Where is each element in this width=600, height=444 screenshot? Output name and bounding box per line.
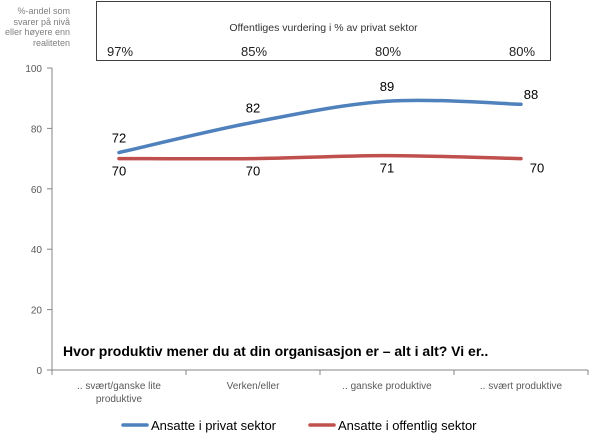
y-tick-label: 40	[31, 245, 43, 256]
x-tick-label: .. ganske produktive	[342, 381, 432, 392]
series-layer	[117, 98, 523, 161]
data-label: 70	[530, 161, 544, 176]
x-tick-label: Verken/eller	[227, 381, 280, 392]
series-line-private	[117, 98, 523, 155]
header-ratio-very: 80%	[508, 44, 536, 59]
data-label: 71	[380, 161, 394, 176]
data-label: 88	[524, 87, 538, 102]
data-labels-layer: 72 82 89 88 70 70 71 70	[112, 79, 544, 178]
y-tick-label: 20	[31, 306, 43, 317]
data-label: 82	[246, 100, 260, 115]
legend-label: Ansatte i privat sektor	[151, 418, 277, 433]
data-label: 70	[246, 164, 260, 179]
x-tick-label: .. svært produktive	[480, 381, 563, 392]
header-ratio-very-low: 97%	[106, 44, 134, 59]
data-point	[519, 102, 523, 106]
y-axis-note: %-andel som svarer på nivå eller høyere …	[4, 6, 70, 48]
data-label: 89	[380, 79, 394, 94]
data-point	[117, 151, 121, 155]
y-tick-label: 100	[25, 64, 42, 75]
y-tick-label: 60	[31, 185, 43, 196]
series-line-public	[117, 153, 523, 161]
header-ratio-neither: 85%	[240, 44, 268, 59]
header-ratio-fairly: 80%	[374, 44, 402, 59]
data-point	[251, 157, 255, 161]
data-point	[519, 157, 523, 161]
question-annotation: Hvor produktiv mener du at din organisas…	[63, 343, 489, 359]
legend: Ansatte i privat sektor Ansatte i offentl…	[121, 418, 477, 433]
data-point	[117, 157, 121, 161]
axes: 0 20 40 60 80 100	[25, 64, 589, 377]
data-point	[385, 99, 389, 103]
data-point	[385, 154, 389, 158]
header-box: Offentliges vurdering i % av privat sekt…	[96, 1, 551, 61]
header-title: Offentliges vurdering i % av privat sekt…	[229, 22, 418, 34]
y-tick-label: 80	[31, 124, 43, 135]
legend-label: Ansatte i offentlig sektor	[338, 418, 477, 433]
data-label: 72	[112, 131, 126, 146]
data-point	[251, 120, 255, 124]
x-tick-label: .. svært/ganske lite	[77, 381, 161, 392]
y-tick-label: 0	[36, 366, 42, 377]
x-tick-label: produktive	[96, 394, 143, 405]
data-label: 70	[112, 164, 126, 179]
x-tick-labels: .. svært/ganske lite produktive Verken/ell…	[77, 381, 563, 405]
